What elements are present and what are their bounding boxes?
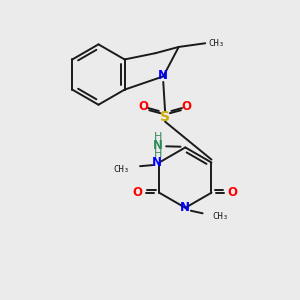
- Text: H: H: [154, 149, 162, 159]
- Text: N: N: [153, 139, 163, 152]
- Text: CH₃: CH₃: [212, 212, 228, 221]
- Text: CH₃: CH₃: [114, 165, 130, 174]
- Text: N: N: [158, 69, 168, 82]
- Text: H: H: [154, 133, 162, 142]
- Text: S: S: [160, 110, 170, 124]
- Text: O: O: [133, 186, 143, 199]
- Text: O: O: [182, 100, 191, 113]
- Text: N: N: [152, 156, 162, 169]
- Text: O: O: [228, 186, 238, 199]
- Text: CH₃: CH₃: [208, 39, 224, 48]
- Text: O: O: [139, 100, 149, 113]
- Text: N: N: [180, 201, 190, 214]
